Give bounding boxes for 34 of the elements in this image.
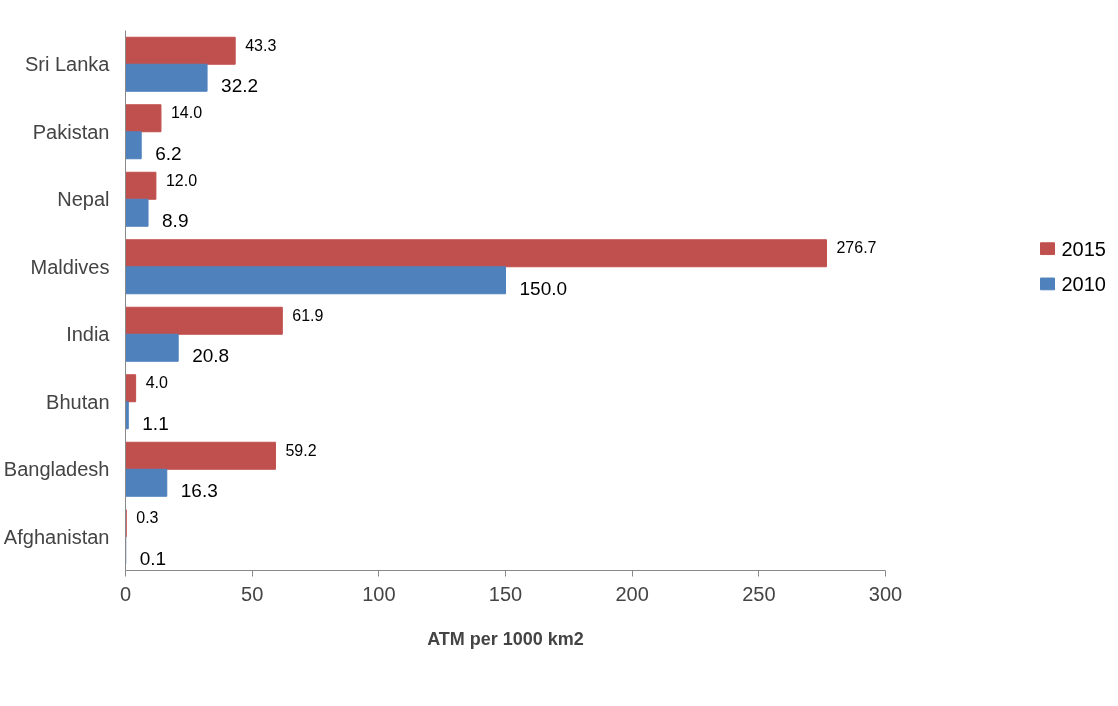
x-tick-label: 150	[488, 582, 523, 605]
data-label: 43.3	[245, 36, 277, 54]
data-label: 1.1	[142, 412, 169, 434]
y-tick-label: India	[66, 323, 111, 346]
data-label: 12.0	[165, 171, 198, 189]
x-tick-label: 50	[241, 582, 264, 605]
data-label: 6.2	[155, 142, 182, 164]
data-label: 32.2	[221, 75, 259, 97]
data-label: 8.9	[162, 210, 189, 232]
x-tick-label: 250	[742, 582, 776, 605]
data-label: 59.2	[285, 441, 317, 459]
y-tick-label: Bhutan	[46, 390, 110, 413]
y-tick-label: Bangladesh	[3, 458, 110, 481]
y-tick-label: Nepal	[57, 188, 110, 211]
data-label: 0.3	[136, 509, 159, 527]
x-tick-label: 200	[615, 582, 649, 605]
y-tick-label: Maldives	[30, 255, 110, 278]
data-label: 14.0	[170, 104, 203, 122]
data-label: 61.9	[292, 306, 324, 324]
y-tick-label: Afghanistan	[3, 525, 110, 548]
data-label: 16.3	[180, 480, 218, 502]
data-label: 0.1	[139, 547, 167, 569]
data-label: 20.8	[192, 345, 230, 367]
x-tick-label: 300	[868, 582, 903, 605]
x-tick-label: 0	[119, 582, 132, 605]
legend-label: 2010	[1061, 272, 1106, 295]
legend-label: 2015	[1061, 237, 1106, 260]
y-tick-label: Pakistan	[32, 120, 110, 143]
data-label: 150.0	[519, 277, 568, 299]
x-tick-label: 100	[362, 582, 396, 605]
y-tick-label: Sri Lanka	[25, 53, 111, 76]
x-axis-title: ATM per 1000 km2	[427, 628, 584, 649]
data-label: 4.0	[145, 374, 168, 392]
data-label: 276.7	[836, 239, 877, 257]
